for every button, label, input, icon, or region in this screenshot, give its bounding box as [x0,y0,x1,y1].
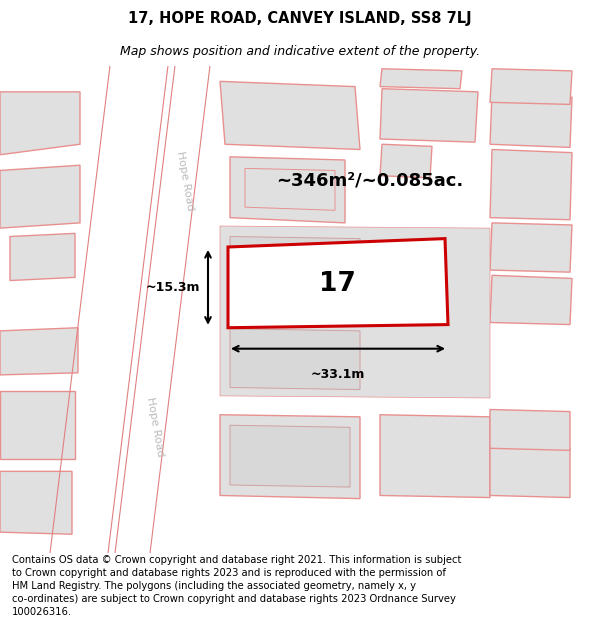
Polygon shape [245,168,335,210]
Polygon shape [230,236,360,324]
Polygon shape [230,157,345,223]
Text: 17: 17 [319,271,355,297]
Polygon shape [490,69,572,104]
Polygon shape [115,66,210,553]
Polygon shape [380,89,478,142]
Polygon shape [490,275,572,324]
Polygon shape [490,94,572,148]
Polygon shape [50,66,168,553]
Polygon shape [0,328,78,375]
Polygon shape [220,415,360,499]
Polygon shape [230,329,360,389]
Polygon shape [0,92,80,155]
Polygon shape [490,223,572,272]
Text: Contains OS data © Crown copyright and database right 2021. This information is : Contains OS data © Crown copyright and d… [12,554,461,618]
Polygon shape [380,69,462,89]
Text: 17, HOPE ROAD, CANVEY ISLAND, SS8 7LJ: 17, HOPE ROAD, CANVEY ISLAND, SS8 7LJ [128,11,472,26]
Polygon shape [220,81,360,149]
Polygon shape [490,409,570,451]
Polygon shape [380,144,432,177]
Polygon shape [380,415,490,498]
Polygon shape [10,233,75,281]
Polygon shape [0,391,75,459]
Polygon shape [0,165,80,228]
Text: Hope Road: Hope Road [175,150,195,212]
Polygon shape [490,446,570,498]
Polygon shape [220,226,490,398]
Text: ~346m²/~0.085ac.: ~346m²/~0.085ac. [277,172,464,190]
Polygon shape [0,471,72,534]
Polygon shape [490,149,572,220]
Text: ~15.3m: ~15.3m [146,281,200,294]
Text: Map shows position and indicative extent of the property.: Map shows position and indicative extent… [120,45,480,58]
Text: Hope Road: Hope Road [145,397,165,458]
Polygon shape [230,425,350,487]
Polygon shape [228,239,448,328]
Text: ~33.1m: ~33.1m [311,368,365,381]
